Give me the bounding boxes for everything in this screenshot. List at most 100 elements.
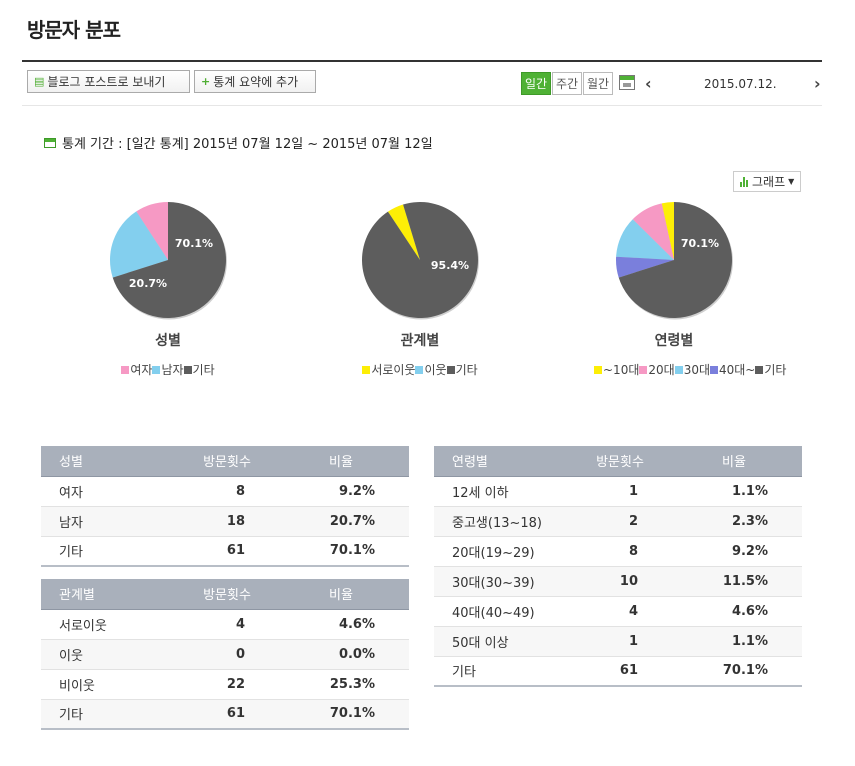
age-pie-svg: 70.1% [616,202,733,320]
column-header: 비율 [273,446,409,477]
legend-label: 여자 [130,363,153,377]
legend-label: 30대 [683,363,710,377]
column-header: 방문횟수 [181,579,273,610]
calendar-icon[interactable] [619,75,635,90]
row-label: 비이웃 [41,669,181,700]
row-ratio: 20.7% [273,506,409,537]
period-monthly-tab[interactable]: 월간 [583,72,613,95]
table-row: 이웃 0 0.0% [41,639,409,670]
table-row: 50대 이상 1 1.1% [434,626,802,657]
pie-slice [387,204,420,260]
table-row: 중고생(13~18) 2 2.3% [434,506,802,537]
gender-pie-chart: 20.7% 70.1% 성별 여자 남자 기타 [88,200,248,378]
column-header: 관계별 [41,579,181,610]
row-ratio: 4.6% [273,609,409,640]
row-ratio: 70.1% [273,536,409,567]
table-row: 30대(30~39) 10 11.5% [434,566,802,597]
pie-data-label: 95.4% [431,259,469,272]
statistics-period-text: 통계 기간 : [일간 통계] 2015년 07월 12일 ~ 2015년 07… [62,137,433,152]
row-count: 1 [574,476,666,507]
graph-type-dropdown[interactable]: 그래프 ▼ [733,171,801,192]
pie-slice [362,202,478,318]
legend-label: 기타 [455,363,478,377]
row-label: 12세 이하 [434,476,574,507]
send-to-blog-post-label: 블로그 포스트로 보내기 [47,75,166,89]
row-label: 기타 [434,656,574,687]
age-table: 연령별 방문횟수 비율 12세 이하 1 1.1% 중고생(13~18) 2 2.3% 20… [434,446,802,687]
period-daily-tab[interactable]: 일간 [521,72,551,95]
table-row: 20대(19~29) 8 9.2% [434,536,802,567]
row-ratio: 70.1% [273,699,409,730]
relation-pie-chart: 95.4% 관계별 서로이웃 이웃 기타 [340,200,500,378]
row-label: 중고생(13~18) [434,506,574,537]
table-row: 비이웃 22 25.3% [41,669,409,700]
legend-swatch [446,366,455,374]
page-title: 방문자 분포 [27,18,121,42]
legend-label: 이웃 [424,363,447,377]
table-row: 기타 61 70.1% [434,656,802,687]
column-header: 비율 [666,446,802,477]
legend-label: 기타 [192,363,215,377]
title-divider [22,60,822,62]
row-ratio: 4.6% [666,596,802,627]
row-count: 2 [574,506,666,537]
age-pie-legend: ~10대 20대 30대 40대~ 기타 [594,361,786,378]
row-count: 61 [574,656,666,687]
row-label: 30대(30~39) [434,566,574,597]
column-header: 방문횟수 [574,446,666,477]
legend-label: ~10대 [603,363,640,377]
pie-data-label: 70.1% [175,237,213,250]
legend-swatch [183,366,192,374]
row-ratio: 11.5% [666,566,802,597]
pie-slice [618,202,732,318]
column-header: 성별 [41,446,181,477]
row-label: 이웃 [41,639,181,670]
legend-swatch [121,366,130,374]
row-count: 18 [181,506,273,537]
column-header: 비율 [273,579,409,610]
row-label: 40대(40~49) [434,596,574,627]
next-date-chevron-icon[interactable]: › [814,74,821,93]
legend-label: 서로이웃 [371,363,416,377]
row-ratio: 0.0% [273,639,409,670]
gender-pie-legend: 여자 남자 기타 [88,361,248,378]
previous-date-chevron-icon[interactable]: ‹ [645,74,652,93]
column-header: 연령별 [434,446,574,477]
relation-pie-title: 관계별 [400,333,440,349]
legend-swatch [674,366,683,374]
legend-swatch [710,366,718,374]
add-to-summary-button[interactable]: + 통계 요약에 추가 [194,70,316,93]
age-pie-title: 연령별 [654,333,694,349]
row-ratio: 2.3% [666,506,802,537]
relation-table: 관계별 방문횟수 비율 서로이웃 4 4.6% 이웃 0 0.0% 비이웃 22 25.3% 기타… [41,579,409,730]
table-row: 기타 61 70.1% [41,536,409,567]
row-ratio: 9.2% [666,536,802,567]
column-header: 방문횟수 [181,446,273,477]
pie-slice [112,202,226,318]
pie-data-label: 70.1% [681,237,719,250]
row-ratio: 25.3% [273,669,409,700]
pie-data-label: 20.7% [129,277,167,290]
toolbar-divider [22,105,822,106]
table-row: 서로이웃 4 4.6% [41,609,409,640]
row-count: 4 [574,596,666,627]
legend-swatch [415,366,424,374]
pie-slice [632,203,674,260]
send-to-blog-post-button[interactable]: ▤ 블로그 포스트로 보내기 [27,70,190,93]
row-count: 8 [181,476,273,507]
legend-swatch [152,366,161,374]
row-count: 61 [181,536,273,567]
row-label: 기타 [41,536,181,567]
pie-slice [661,202,674,260]
gender-pie-title: 성별 [155,333,181,349]
table-row: 기타 61 70.1% [41,699,409,730]
table-header-row: 관계별 방문횟수 비율 [41,579,409,610]
plus-icon: + [201,75,211,88]
legend-label: 기타 [764,363,787,377]
row-ratio: 70.1% [666,656,802,687]
legend-label: 40대~ [719,363,756,377]
period-weekly-tab[interactable]: 주간 [552,72,582,95]
row-ratio: 1.1% [666,476,802,507]
legend-swatch [755,366,764,374]
row-label: 남자 [41,506,181,537]
